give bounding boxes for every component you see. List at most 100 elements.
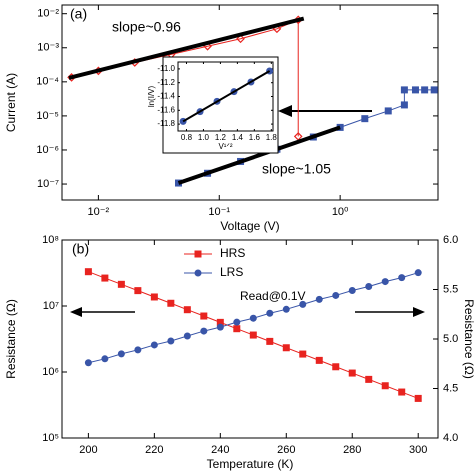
x-axis-label: Temperature (K) (207, 457, 294, 471)
plot-frame (61, 239, 439, 439)
point (400, 86, 408, 94)
point (84, 359, 92, 367)
point (365, 283, 373, 291)
chart: 0.8 1.0 1.2 1.4 1.6 1.8 -11.0 -11.2 -11.4 -11.6 -1… (147, 56, 279, 154)
inset-background (162, 56, 279, 154)
point (117, 350, 125, 358)
annotation: slope~0.96 (112, 19, 181, 35)
point (167, 299, 175, 307)
point (332, 363, 340, 371)
x-tick-label: 200 (79, 444, 97, 456)
y-axis-label: ln(I/V) (147, 86, 156, 108)
x-tick-label: 280 (343, 444, 361, 456)
point (398, 388, 406, 396)
point (266, 337, 274, 345)
point (430, 86, 438, 94)
x-axis-label: Voltage (V) (220, 219, 279, 233)
point (150, 293, 158, 301)
point (134, 287, 142, 295)
y-axis-label: Resistance (Ω) (4, 299, 18, 379)
point (384, 107, 392, 115)
y-tick-label: 10⁸ (42, 234, 59, 246)
y2-tick-label: 6.0 (443, 234, 458, 246)
x-tick-label: 300 (409, 444, 427, 456)
y-tick-label: 10⁻⁵ (36, 110, 59, 122)
point (233, 318, 241, 326)
y2-tick-label: 5.5 (443, 283, 458, 295)
annotation: (b) (72, 241, 89, 257)
point (167, 337, 175, 345)
y-tick-label: 10⁶ (42, 366, 59, 378)
point (266, 309, 274, 317)
point (381, 382, 389, 390)
legend-label: HRS (220, 246, 245, 260)
y-tick-label: 10⁵ (42, 432, 59, 444)
point (315, 295, 323, 303)
y2-axis-label: Resistance (Ω) (462, 299, 474, 379)
y-axis-label: Current (A) (4, 73, 18, 132)
y-tick-label: -11.0 (157, 64, 175, 73)
point (150, 341, 158, 349)
point (200, 312, 208, 320)
x-tick-label: 1.8 (266, 133, 278, 142)
y-tick-label: 10⁻² (37, 8, 59, 20)
point (365, 375, 373, 383)
y-tick-label: 10⁻⁴ (36, 76, 59, 88)
annotation: Read@0.1V (240, 289, 306, 303)
series-line (68, 16, 305, 80)
point (361, 115, 369, 123)
point (414, 269, 422, 277)
point (117, 280, 125, 288)
x-tick-label: 10⁻² (88, 206, 110, 218)
annotation: (a) (70, 6, 87, 22)
x-axis-label: V¹ᐟ² (218, 142, 232, 151)
point (183, 332, 191, 340)
x-tick-label: 220 (145, 444, 163, 456)
point (299, 350, 307, 358)
arrow-right (355, 307, 425, 317)
x-tick-label: 1.2 (215, 133, 227, 142)
plot-frame (61, 4, 439, 201)
arrow-left (70, 307, 135, 317)
y-tick-label: -11.6 (157, 105, 175, 114)
series-line (182, 70, 271, 123)
point (400, 101, 408, 109)
point (414, 394, 422, 402)
point (348, 369, 356, 377)
y-tick-label: 10⁷ (43, 300, 59, 312)
point (200, 327, 208, 335)
y2-tick-label: 5.0 (443, 333, 458, 345)
point (282, 305, 290, 313)
point (421, 86, 429, 94)
x-tick-label: 0.8 (181, 133, 193, 142)
point (233, 325, 241, 333)
point (84, 268, 92, 276)
x-tick-label: 240 (211, 444, 229, 456)
point (315, 356, 323, 364)
x-tick-label: 10⁰ (332, 206, 349, 218)
point (249, 331, 257, 339)
series-line (177, 125, 341, 185)
annotation: slope~1.05 (262, 161, 331, 177)
y-tick-label: 10⁻⁷ (37, 178, 59, 190)
point (249, 314, 257, 322)
x-tick-label: 10⁻¹ (208, 206, 230, 218)
y-tick-label: 10⁻⁶ (36, 144, 59, 156)
point (282, 344, 290, 352)
x-tick-label: 1.0 (198, 133, 210, 142)
point (411, 86, 419, 94)
x-tick-label: 1.4 (232, 133, 244, 142)
y-tick-label: -11.8 (157, 119, 175, 128)
chart: 200 220 240 260 280 300 10⁵ 10⁶ 10⁷ 10⁸ 4.0 4.5 5.0 5… (4, 234, 474, 471)
legend-label: LRS (220, 265, 243, 279)
arrow-a (278, 105, 372, 117)
point (381, 278, 389, 286)
point (101, 274, 109, 282)
x-tick-label: 1.6 (249, 133, 261, 142)
point (332, 291, 340, 299)
point (134, 346, 142, 354)
y2-tick-label: 4.0 (443, 432, 458, 444)
point (299, 300, 307, 308)
x-tick-label: 260 (277, 444, 295, 456)
